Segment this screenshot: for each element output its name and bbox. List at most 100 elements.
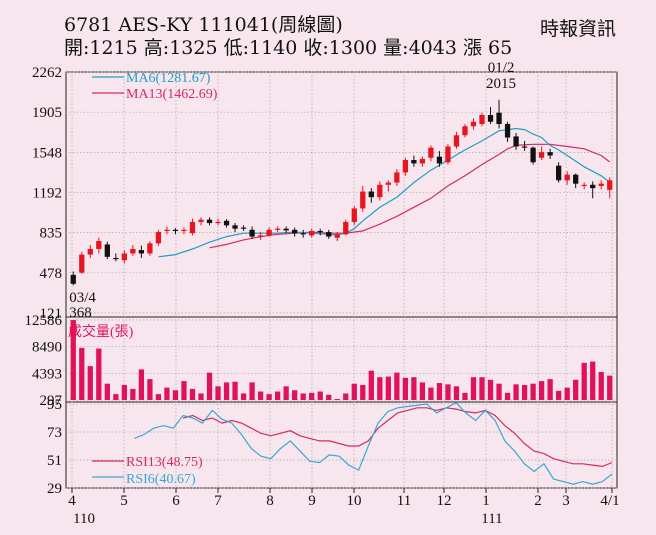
volume-bar (164, 387, 170, 400)
candle-body (215, 221, 221, 224)
volume-bar (155, 394, 162, 400)
volume-bar (513, 384, 519, 400)
volume-bar (385, 376, 391, 400)
volume-bar (564, 387, 570, 400)
x-axis-tick-label: 12 (437, 493, 452, 509)
candle-body (607, 180, 613, 190)
volume-bar (445, 384, 451, 400)
candle-body (138, 250, 145, 254)
volume-bar (479, 377, 485, 400)
candle-body (360, 191, 366, 209)
chart-frame (65, 71, 618, 489)
volume-bar (249, 382, 255, 400)
volume-bar (496, 383, 502, 400)
volume-bar (189, 388, 196, 400)
volume-axis-tick-label: 297 (40, 393, 63, 409)
candle-body (513, 136, 519, 147)
rsi-axis-tick-label: 95 (47, 397, 62, 413)
volume-bar (96, 348, 102, 400)
volume-bar (113, 394, 119, 400)
candle-body (479, 114, 485, 125)
candle-body (317, 230, 323, 233)
volume-bar (590, 361, 596, 400)
candle-body (87, 248, 93, 255)
candle-body (385, 182, 391, 185)
rsi-axis-tick-label: 51 (47, 453, 62, 469)
candle-body (172, 229, 179, 232)
candle-body (155, 232, 162, 244)
price-axis-tick-label: 121 (40, 306, 63, 322)
price-axis-tick-label: 478 (40, 266, 63, 282)
candle-body (436, 156, 443, 164)
candle-body (556, 165, 562, 181)
x-axis-tick-label: 10 (347, 493, 362, 509)
volume-bar (360, 385, 366, 400)
candle-body (590, 184, 596, 189)
volume-bar (283, 386, 289, 400)
low-date-annotation: 03/4 (69, 290, 96, 306)
candle-body (240, 227, 247, 229)
rsi-axis-tick-label: 29 (47, 481, 62, 497)
volume-bar (121, 385, 127, 400)
volume-bar (130, 388, 136, 400)
price-axis-tick-label: 835 (40, 226, 63, 242)
volume-bar (309, 392, 315, 400)
candle-body (581, 184, 587, 186)
candle-body (249, 229, 255, 237)
candle-body (538, 152, 545, 158)
candle-body (445, 146, 451, 163)
volume-bar (419, 382, 426, 400)
volume-axis-tick-label: 12586 (25, 313, 63, 329)
volume-axis-tick-label: 4393 (32, 366, 62, 382)
candle-body (257, 235, 264, 237)
candle-body (274, 228, 281, 230)
volume-bar (538, 381, 545, 400)
volume-bar (411, 377, 417, 400)
ma13-legend-label: MA13(1462.69) (126, 87, 218, 102)
candle-body (547, 152, 553, 156)
volume-bar (394, 372, 400, 400)
candle-body (368, 191, 374, 198)
x-axis-tick-label: 7 (214, 493, 222, 509)
candle-body (573, 174, 579, 184)
volume-bar (368, 370, 374, 400)
volume-bar (70, 320, 76, 400)
ma13-line (209, 143, 611, 249)
volume-bar (581, 362, 587, 400)
candle-body (453, 135, 460, 147)
candle-body (104, 244, 110, 257)
volume-bar (232, 381, 238, 400)
volume-bar (147, 379, 153, 400)
candle-body (530, 147, 536, 163)
candle-body (419, 158, 426, 164)
volume-bar (317, 391, 323, 400)
volume-bar (181, 381, 187, 400)
rsi6-line (134, 401, 613, 485)
volume-bar (215, 386, 221, 400)
volume-bar (87, 366, 93, 400)
volume-bar (377, 377, 383, 400)
candle-body (351, 208, 357, 222)
volume-bar (292, 390, 298, 400)
volume-bar (556, 390, 562, 400)
candle-body (113, 257, 119, 260)
x-axis-tick-label: 1 (482, 493, 490, 509)
candle-body (343, 221, 349, 235)
volume-bar (172, 390, 179, 400)
volume-bar (428, 387, 434, 400)
candle-body (411, 160, 417, 164)
volume-panel-title: 成交量(張) (68, 323, 134, 340)
peak-date-annotation: 01/2 (488, 60, 515, 76)
x-axis-tick-label: 8 (266, 493, 274, 509)
volume-bar (530, 383, 536, 400)
volume-bar (521, 385, 528, 400)
x-axis-tick-label: 4/1 (600, 493, 619, 509)
volume-bar (504, 392, 511, 400)
candle-body (223, 220, 230, 226)
price-axis-tick-label: 1905 (32, 105, 62, 121)
candle-body (598, 183, 604, 186)
ma6-legend-label: MA6(1281.67) (126, 71, 211, 86)
candle-body (394, 172, 400, 183)
candle-body (470, 121, 477, 127)
